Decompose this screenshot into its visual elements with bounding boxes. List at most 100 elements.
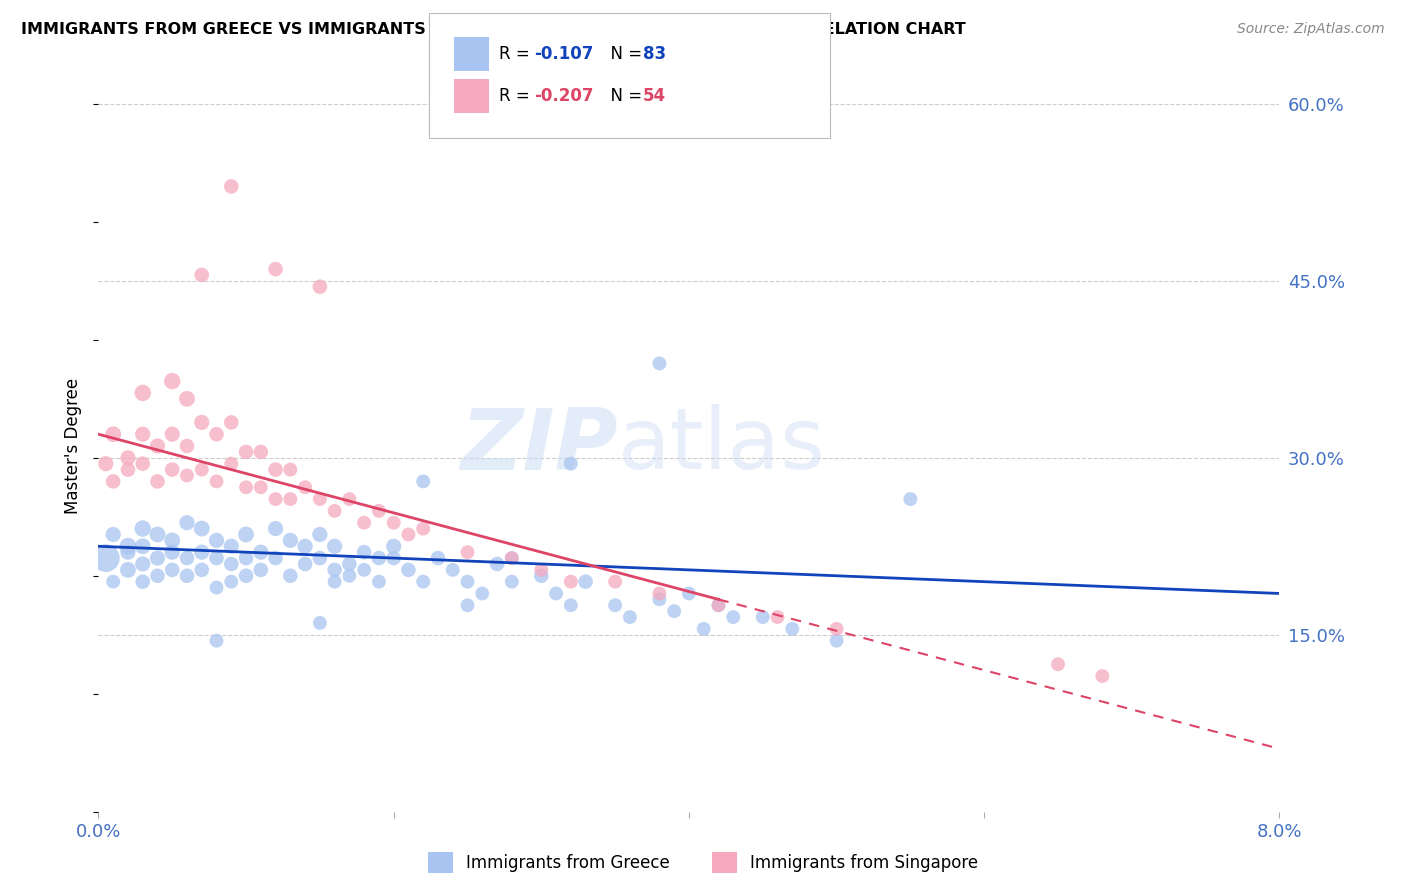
Point — [162, 545, 183, 559]
Point — [825, 622, 848, 636]
Point — [235, 527, 257, 541]
Point — [308, 492, 332, 507]
Point — [162, 533, 183, 548]
Point — [456, 599, 478, 613]
Point — [132, 522, 155, 536]
Point — [146, 475, 169, 489]
Text: atlas: atlas — [619, 404, 827, 488]
Point — [294, 539, 316, 553]
Text: 83: 83 — [643, 45, 665, 63]
Point — [103, 574, 125, 589]
Point — [146, 568, 169, 582]
Point — [176, 568, 198, 582]
Text: IMMIGRANTS FROM GREECE VS IMMIGRANTS FROM SINGAPORE MASTER'S DEGREE CORRELATION : IMMIGRANTS FROM GREECE VS IMMIGRANTS FRO… — [21, 22, 966, 37]
Point — [294, 480, 316, 494]
Point — [235, 568, 257, 582]
Point — [353, 516, 375, 530]
Text: 54: 54 — [643, 87, 665, 105]
Point — [235, 480, 257, 494]
Point — [560, 599, 582, 613]
Point — [825, 633, 848, 648]
Point — [219, 574, 242, 589]
Point — [176, 439, 198, 453]
Point — [278, 492, 302, 507]
Text: -0.207: -0.207 — [534, 87, 593, 105]
Point — [323, 539, 346, 553]
Point — [117, 539, 139, 553]
Text: R =: R = — [499, 45, 536, 63]
Point — [501, 574, 523, 589]
Point — [323, 504, 346, 518]
Point — [264, 492, 287, 507]
Point — [219, 416, 242, 430]
Text: ZIP: ZIP — [460, 404, 619, 488]
Point — [766, 610, 789, 624]
Point — [605, 599, 627, 613]
Point — [530, 568, 553, 582]
Point — [205, 551, 228, 566]
Point — [132, 457, 155, 471]
Text: N =: N = — [600, 87, 648, 105]
Point — [485, 557, 508, 571]
Point — [308, 615, 332, 630]
Point — [191, 416, 214, 430]
Point — [205, 533, 228, 548]
Point — [396, 563, 419, 577]
Point — [162, 563, 183, 577]
Point — [219, 539, 242, 553]
Point — [1091, 669, 1114, 683]
Point — [337, 568, 360, 582]
Point — [619, 610, 641, 624]
Point — [176, 516, 198, 530]
Point — [707, 599, 730, 613]
Point — [396, 527, 419, 541]
Point — [471, 586, 494, 600]
Point — [146, 439, 169, 453]
Point — [176, 551, 198, 566]
Point — [412, 574, 434, 589]
Point — [382, 551, 405, 566]
Point — [1046, 657, 1069, 672]
Text: R =: R = — [499, 87, 536, 105]
Point — [308, 527, 332, 541]
Point — [191, 545, 214, 559]
Point — [664, 604, 686, 618]
Point — [294, 557, 316, 571]
Point — [94, 457, 117, 471]
Point — [146, 551, 169, 566]
Point — [235, 445, 257, 459]
Point — [721, 610, 744, 624]
Text: N =: N = — [600, 45, 648, 63]
Point — [560, 574, 582, 589]
Point — [530, 563, 553, 577]
Point — [707, 599, 730, 613]
Point — [648, 592, 671, 607]
Point — [501, 551, 523, 566]
Point — [117, 563, 139, 577]
Point — [412, 475, 434, 489]
Point — [782, 622, 804, 636]
Point — [235, 551, 257, 566]
Point — [323, 574, 346, 589]
Point — [308, 279, 332, 293]
Point — [278, 533, 302, 548]
Point — [103, 527, 125, 541]
Point — [367, 574, 389, 589]
Point — [132, 427, 155, 442]
Point — [353, 545, 375, 559]
Point — [162, 462, 183, 476]
Text: Source: ZipAtlas.com: Source: ZipAtlas.com — [1237, 22, 1385, 37]
Point — [191, 268, 214, 282]
Point — [132, 385, 155, 400]
Point — [501, 551, 523, 566]
Point — [191, 522, 214, 536]
Point — [456, 545, 478, 559]
Point — [441, 563, 464, 577]
Point — [574, 574, 596, 589]
Point — [94, 551, 117, 566]
Point — [132, 557, 155, 571]
Point — [191, 563, 214, 577]
Point — [264, 551, 287, 566]
Point — [132, 574, 155, 589]
Point — [176, 468, 198, 483]
